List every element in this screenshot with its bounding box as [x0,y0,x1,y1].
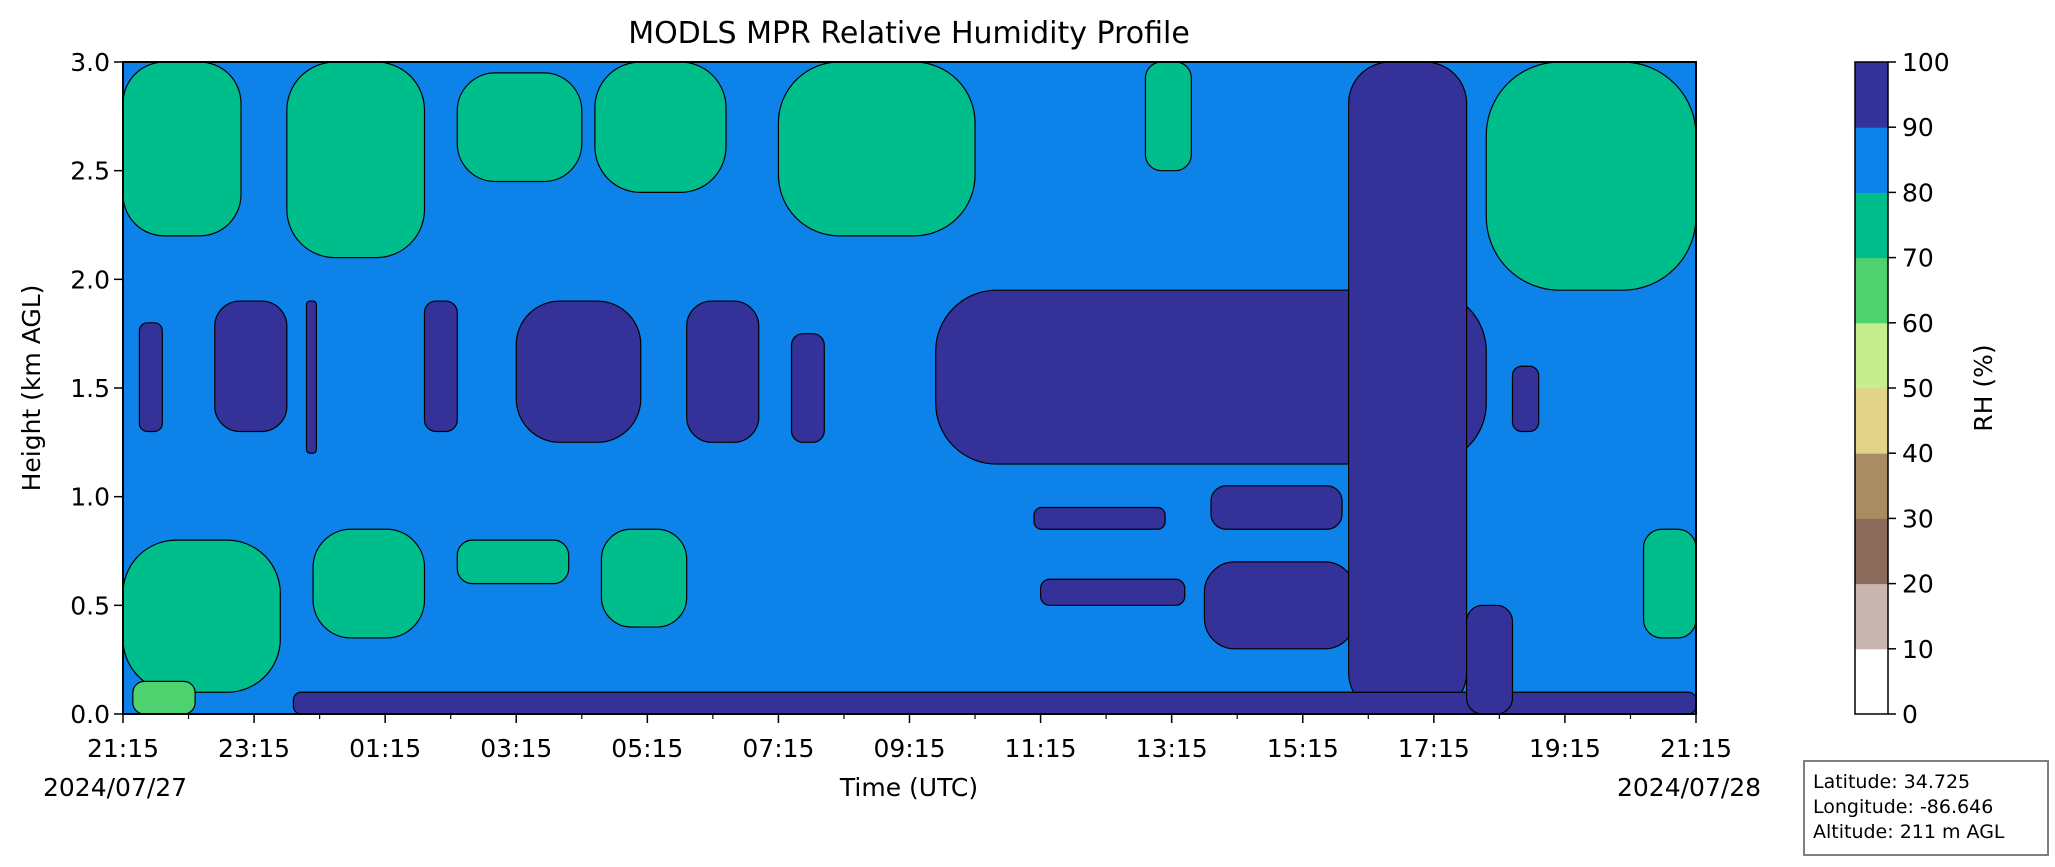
x-axis-label: Time (UTC) [839,773,978,802]
x-axis: 21:15 23:15 01:15 03:15 05:15 07:15 09:15 11:15… [87,714,1732,763]
colorbar-segment [1855,388,1888,454]
y-tick-label: 2.5 [70,157,110,186]
rh-region-70-80 [777,62,976,237]
colorbar-tick-label: 40 [1902,439,1934,468]
colorbar-tick-label: 50 [1902,374,1934,403]
x-tick-label: 03:15 [480,734,552,763]
colorbar-segment [1855,257,1888,324]
rh-region-90-100 [214,300,288,433]
colorbar-segment [1855,453,1888,519]
rh-region-90-100 [423,300,458,433]
rh-region-70-80 [600,528,688,628]
rh-region-90-100 [790,333,825,443]
plot-area [123,62,1696,714]
colorbar-tick-label: 90 [1902,113,1934,142]
x-tick-label: 21:15 [87,734,159,763]
x-tick-label: 19:15 [1529,734,1601,763]
colorbar-segment [1855,127,1888,193]
colorbar-tick-label: 30 [1902,504,1934,533]
rh-region-70-80 [456,539,570,585]
longitude-text: Longitude: -86.646 [1813,796,1994,818]
location-info-box: Latitude: 34.725 Longitude: -86.646 Alti… [1803,760,2049,856]
rh-region-90-100 [138,322,163,433]
x-start-date: 2024/07/27 [43,773,187,802]
x-tick-label: 05:15 [611,734,683,763]
colorbar-label: RH (%) [1969,344,1998,431]
rh-region-90-100 [1039,578,1186,606]
rh-region-90-100 [1033,506,1166,530]
colorbar-tick-label: 70 [1902,244,1934,273]
x-end-date: 2024/07/28 [1617,773,1761,802]
latitude-text: Latitude: 34.725 [1813,771,1971,793]
x-tick-label: 07:15 [742,734,814,763]
y-tick-label: 0.0 [70,700,110,729]
y-tick-label: 2.0 [70,265,110,294]
rh-region-90-100 [1203,561,1356,650]
x-tick-label: 23:15 [218,734,290,763]
x-tick-label: 01:15 [349,734,421,763]
colorbar-tick-label: 0 [1902,700,1918,729]
y-axis-label: Height (km AGL) [17,285,46,492]
colorbar-segment [1855,518,1888,585]
chart-title: MODLS MPR Relative Humidity Profile [628,16,1190,51]
y-tick-label: 0.5 [70,591,110,620]
x-tick-label: 17:15 [1398,734,1470,763]
rh-region-60-70 [132,680,196,714]
y-axis: 0.0 0.5 1.0 1.5 2.0 2.5 3.0 [70,48,123,729]
colorbar-tick-label: 10 [1902,635,1934,664]
rh-region-70-80 [594,62,727,193]
y-tick-label: 1.5 [70,374,110,403]
rh-region-70-80 [1144,62,1192,172]
colorbar-segment [1855,648,1888,715]
rh-region-90-100 [686,300,760,443]
altitude-text: Altitude: 211 m AGL [1813,821,2005,843]
rh-region-90-100 [1210,485,1343,530]
colorbar-tick-label: 60 [1902,309,1934,338]
x-tick-label: 09:15 [873,734,945,763]
rh-region-90-100 [1466,604,1514,714]
colorbar: 0 10 20 30 40 50 60 70 80 90 100 [1854,48,1950,729]
rh-region-70-80 [286,62,426,259]
colorbar-segment [1855,322,1888,389]
rh-region-90-100 [515,300,642,443]
rh-region-70-80 [123,539,281,693]
y-tick-label: 3.0 [70,48,110,77]
x-tick-label: 11:15 [1005,734,1077,763]
rh-region-70-80 [456,72,583,183]
colorbar-segment [1855,583,1888,650]
colorbar-segment [1855,62,1888,128]
x-tick-label: 21:15 [1660,734,1732,763]
rh-region-70-80 [123,62,242,237]
colorbar-segment [1855,192,1888,259]
colorbar-tick-label: 100 [1902,48,1950,77]
colorbar-tick-label: 20 [1902,570,1934,599]
rh-region-90-100 [305,300,317,454]
colorbar-tick-label: 80 [1902,178,1934,207]
rh-region-90-100 [1348,62,1468,714]
rh-region-90-100 [1511,365,1540,433]
x-tick-label: 15:15 [1267,734,1339,763]
rh-region-70-80 [1485,62,1696,291]
y-tick-label: 1.0 [70,483,110,512]
x-tick-label: 13:15 [1136,734,1208,763]
rh-region-70-80 [1642,528,1696,639]
rh-region-70-80 [312,528,426,639]
